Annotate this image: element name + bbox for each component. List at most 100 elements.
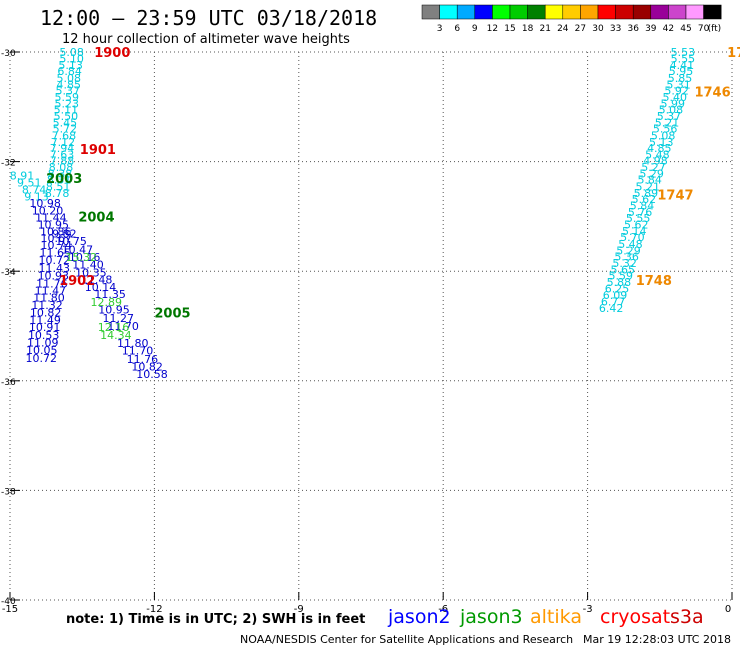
data-point-jason2: 11.32 bbox=[31, 299, 63, 312]
data-point-s3a: 5.40 bbox=[662, 91, 687, 104]
data-point-jason2: 11.35 bbox=[94, 288, 126, 301]
data-point-jason2: 10.75 bbox=[55, 235, 87, 248]
data-point-jason2: 10.58 bbox=[136, 368, 168, 381]
data-point-jason2: 11.48 bbox=[81, 273, 113, 286]
data-point-s3a: 5.37 bbox=[657, 110, 682, 123]
data-point-s3a: 7.63 bbox=[50, 148, 75, 161]
data-point-s3a: 5.59 bbox=[609, 270, 634, 283]
note-text: note: 1) Time is in UTC; 2) SWH is in fe… bbox=[66, 612, 366, 627]
data-point-s3a: 7.68 bbox=[52, 129, 77, 142]
data-point-jason2: 11.09 bbox=[27, 336, 59, 349]
data-point-jason2: 10.67 bbox=[40, 232, 72, 245]
data-point-s3a: 5.92 bbox=[664, 84, 689, 97]
colorbar-swatch bbox=[509, 4, 528, 20]
colorbar-label: 36 bbox=[627, 24, 639, 34]
data-point-jason3: 12.89 bbox=[91, 296, 123, 309]
time-annotation: 1748 bbox=[636, 274, 672, 289]
data-point-s3a: 8.31 bbox=[47, 174, 72, 187]
legend-altika: altika bbox=[530, 606, 582, 628]
y-tick-label: -40 bbox=[1, 597, 16, 607]
data-point-jason2: 10.91 bbox=[29, 321, 61, 334]
y-tick-label: -34 bbox=[1, 268, 16, 278]
colorbar-label: 45 bbox=[680, 24, 691, 34]
data-point-s3a: 5.99 bbox=[661, 98, 686, 111]
colorbar-swatch bbox=[632, 4, 652, 20]
grid bbox=[9, 51, 733, 601]
colorbar-label: 33 bbox=[610, 24, 621, 34]
data-point-s3a: 5.08 bbox=[659, 104, 684, 117]
data-point-jason2: 11.49 bbox=[29, 314, 61, 327]
data-point-s3a: 9.51 bbox=[17, 176, 42, 189]
y-tick-label: -30 bbox=[1, 49, 16, 59]
data-point-s3a: 5.37 bbox=[56, 84, 81, 97]
data-point-jason2: 10.20 bbox=[32, 204, 64, 217]
x-tick-label: -15 bbox=[2, 604, 18, 615]
y-tick-label: -32 bbox=[1, 159, 16, 169]
axes: -15 -12 -9 -6 -3 0-30-32-34-36-38-40 bbox=[1, 49, 733, 615]
colorbar-label: 12 bbox=[487, 24, 498, 34]
colorbar-unit: (ft) bbox=[708, 24, 722, 34]
data-point-jason2: 10.72 bbox=[39, 254, 71, 267]
data-point-jason2: 11.70 bbox=[107, 320, 139, 333]
data-point-s3a: 5.50 bbox=[54, 110, 79, 123]
data-point-s3a: 5.95 bbox=[669, 65, 694, 78]
time-annotation: 1747 bbox=[657, 188, 693, 203]
data-point-s3a: 8.51 bbox=[46, 180, 71, 193]
data-point-jason2: 10.14 bbox=[85, 281, 117, 294]
data-point-s3a: 5.23 bbox=[55, 98, 80, 111]
colorbar-swatch bbox=[527, 4, 546, 20]
colorbar: 3 6 9 12 15 18 21 24 27 30 33 36 39 42 45 70(ft) bbox=[421, 4, 722, 34]
data-point-s3a: 8.08 bbox=[49, 161, 74, 174]
data-point-s3a: 5.27 bbox=[641, 161, 666, 174]
data-point-s3a: 5.36 bbox=[614, 250, 639, 263]
data-point-s3a: 5.08 bbox=[59, 46, 84, 59]
x-tick-label: -12 bbox=[146, 604, 162, 615]
data-point-s3a: 5.31 bbox=[666, 78, 691, 91]
x-tick-label: -6 bbox=[438, 604, 448, 615]
data-point-s3a: 7.12 bbox=[51, 136, 76, 149]
colorbar-label: 18 bbox=[522, 24, 534, 34]
chart-title: 12:00 — 23:59 UTC 03/18/2018 bbox=[40, 6, 378, 30]
data-point-s3a: 5.14 bbox=[622, 225, 647, 238]
data-point-jason2: 11.27 bbox=[103, 312, 135, 325]
data-point-jason2: 10.82 bbox=[131, 361, 163, 374]
data-point-s3a: 5.72 bbox=[53, 123, 78, 136]
data-point-jason2: 11.76 bbox=[127, 353, 159, 366]
colorbar-label: 15 bbox=[504, 24, 515, 34]
data-point-s3a: 5.29 bbox=[616, 244, 641, 257]
data-point-s3a: 6.77 bbox=[601, 295, 626, 308]
colorbar-swatch bbox=[615, 4, 634, 20]
data-point-s3a: 5.48 bbox=[645, 148, 670, 161]
data-point-s3a: 5.32 bbox=[612, 257, 637, 270]
colorbar-swatch bbox=[562, 4, 581, 20]
data-point-s3a: 5.08 bbox=[56, 72, 81, 85]
data-point-s3a: 5.10 bbox=[59, 53, 84, 66]
time-annotation: 1901 bbox=[80, 143, 116, 158]
data-point-s3a: 5.55 bbox=[671, 53, 696, 66]
data-point-jason2: 11.40 bbox=[72, 259, 104, 272]
colorbar-label: 42 bbox=[663, 24, 674, 34]
colorbar-label: 70 bbox=[698, 24, 710, 34]
data-point-s3a: 9.13 bbox=[24, 191, 49, 204]
data-point-s3a: 6.42 bbox=[599, 302, 624, 315]
time-annotation: 2003 bbox=[46, 172, 82, 187]
colorbar-swatch bbox=[544, 4, 564, 20]
colorbar-swatch bbox=[597, 4, 616, 20]
data-point-s3a: 5.21 bbox=[636, 180, 661, 193]
data-point-jason2: 10.16 bbox=[69, 251, 101, 264]
data-point-jason2: 10.72 bbox=[26, 352, 58, 365]
data-point-s3a: 5.76 bbox=[628, 206, 653, 219]
x-tick-label: 0 bbox=[725, 604, 731, 615]
data-point-s3a: 6.84 bbox=[57, 65, 82, 78]
data-point-s3a: 5.70 bbox=[620, 231, 645, 244]
chart-subtitle: 12 hour collection of altimeter wave hei… bbox=[62, 32, 350, 47]
data-point-s3a: 5.88 bbox=[607, 276, 632, 289]
data-point-s3a: 5.85 bbox=[668, 72, 693, 85]
data-point-jason2: 10.35 bbox=[75, 266, 107, 279]
data-point-s3a: 8.78 bbox=[45, 187, 70, 200]
data-point-jason2: 11.43 bbox=[39, 262, 71, 275]
colorbar-label: 3 bbox=[437, 24, 443, 34]
colorbar-swatch bbox=[456, 4, 476, 20]
colorbar-label: 24 bbox=[557, 24, 569, 34]
data-point-jason2: 10.98 bbox=[29, 197, 61, 210]
